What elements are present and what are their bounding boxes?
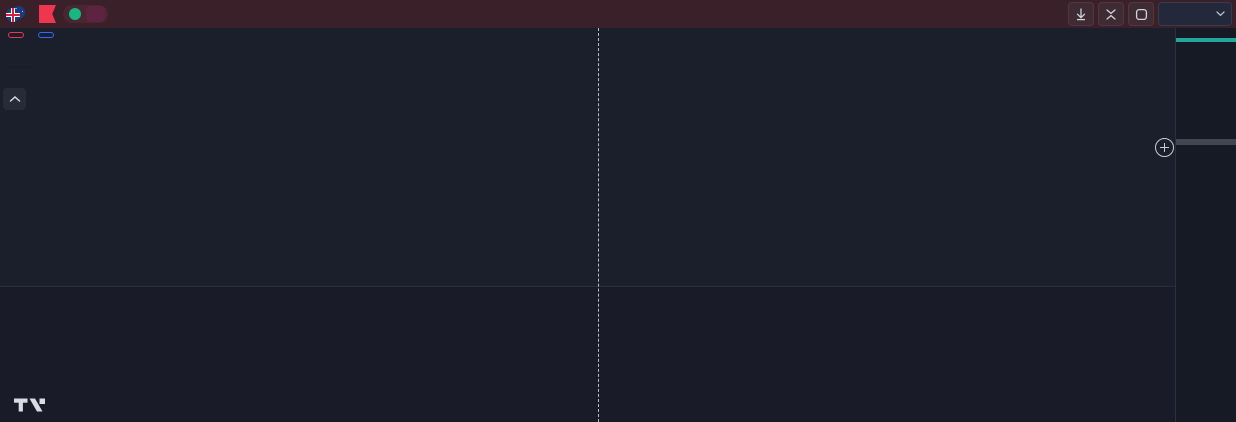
last-price-badge	[1176, 38, 1236, 42]
rsi-pane[interactable]	[0, 288, 1176, 422]
price-tag-upper[interactable]	[8, 32, 24, 38]
candlestick-series	[0, 28, 1176, 286]
currency-selector[interactable]	[1158, 2, 1232, 26]
price-axis[interactable]	[1175, 28, 1236, 422]
chart-header	[0, 0, 1236, 28]
sync-icon[interactable]	[86, 6, 105, 22]
fullscreen-button[interactable]	[1128, 2, 1154, 26]
red-flag-icon[interactable]	[39, 5, 56, 23]
tradingview-logo-icon	[14, 398, 45, 412]
download-button[interactable]	[1068, 2, 1094, 26]
crosshair-price-badge	[1176, 139, 1236, 145]
rsi-series	[0, 288, 1176, 422]
crosshair-add-button[interactable]	[1155, 138, 1174, 157]
collapse-chevrons-button[interactable]	[1098, 2, 1124, 26]
market-status-pill[interactable]	[63, 5, 108, 23]
collapse-pane-button[interactable]	[3, 88, 26, 110]
rsi-indicator-legend[interactable]	[6, 297, 34, 299]
pane-separator[interactable]	[0, 286, 1176, 287]
chevron-down-icon	[1216, 11, 1225, 17]
bb-indicator-legend[interactable]	[6, 66, 34, 68]
price-tag-row	[8, 32, 54, 38]
symbol-info-group[interactable]	[0, 0, 166, 28]
price-tag-lower[interactable]	[38, 32, 54, 38]
header-controls	[1068, 0, 1236, 28]
gbp-aud-flags-icon	[6, 6, 25, 22]
market-open-dot-icon	[69, 8, 81, 20]
crosshair-vertical-line	[598, 28, 599, 422]
price-chart-pane[interactable]	[0, 28, 1176, 286]
chevron-up-icon	[9, 95, 20, 102]
tradingview-watermark	[14, 394, 57, 416]
